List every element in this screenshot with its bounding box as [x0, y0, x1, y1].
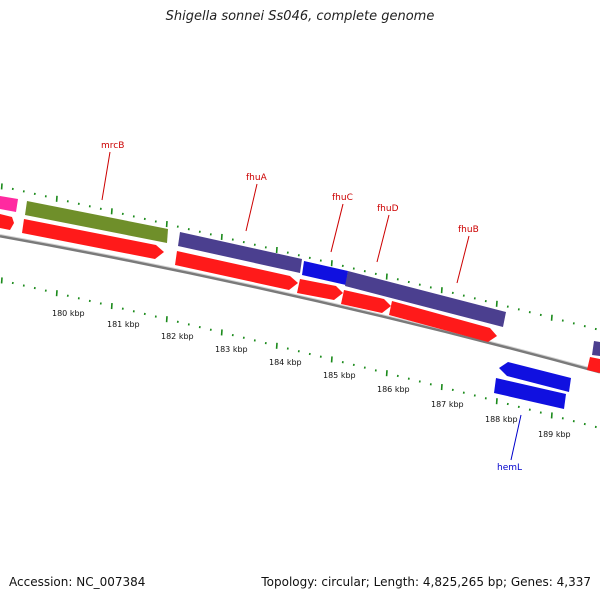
- gene-label-hemL: hemL: [497, 463, 522, 473]
- scale-label: 187 kbp: [431, 400, 464, 409]
- gene-label-fhuC: fhuC: [332, 193, 353, 203]
- cds-arrow-left-edge: [0, 214, 14, 230]
- accession-label: Accession: NC_007384: [9, 575, 146, 589]
- scale-label: 183 kbp: [215, 345, 248, 354]
- scale-label: 188 kbp: [485, 415, 518, 424]
- magenta-feature: [0, 196, 18, 212]
- outer-tick-row: [0, 183, 597, 331]
- fhuD-leader: [376, 214, 390, 263]
- scale-label: 184 kbp: [269, 358, 302, 367]
- fhuD-fhuB-operon-feature: [345, 271, 506, 327]
- gene-label-mrcB: mrcB: [101, 141, 124, 151]
- mrcB-olive-feature: [25, 201, 168, 243]
- cds-arrow-mrcB: [22, 219, 164, 259]
- inner-tick-row: [0, 277, 597, 429]
- cds-arrow-fhuA: [175, 251, 298, 290]
- fhuC-blue-feature: [302, 261, 348, 285]
- backbone-line: [0, 234, 600, 374]
- scale-label: 189 kbp: [538, 430, 571, 439]
- genome-title: Shigella sonnei Ss046, complete genome: [165, 9, 435, 24]
- fhuA-operon-feature: [178, 232, 302, 273]
- cds-arrow-right-edge: [587, 357, 600, 373]
- gene-label-fhuB: fhuB: [458, 225, 479, 235]
- genome-summary: Topology: circular; Length: 4,825,265 bp…: [261, 575, 591, 589]
- right-edge-operon-feature: [592, 341, 600, 356]
- cds-arrow-fhuD: [341, 290, 391, 313]
- hemL-blue-feature-upper: [499, 362, 571, 392]
- scale-label: 181 kbp: [107, 320, 140, 329]
- mrcB-leader: [101, 151, 111, 201]
- scale-label: 185 kbp: [323, 371, 356, 380]
- gene-label-fhuD: fhuD: [377, 204, 399, 214]
- fhuC-leader: [330, 203, 344, 253]
- scale-label: 180 kbp: [52, 309, 85, 318]
- backbone-highlight: [0, 234, 600, 371]
- fhuB-leader: [456, 235, 470, 284]
- hemL-blue-feature-lower: [494, 378, 566, 409]
- fhuA-leader: [245, 183, 258, 232]
- gene-label-fhuA: fhuA: [246, 173, 268, 183]
- cds-arrow-fhuB: [389, 301, 497, 342]
- cds-arrow-fhuC: [297, 279, 343, 300]
- hemL-leader: [510, 414, 522, 461]
- scale-label: 186 kbp: [377, 385, 410, 394]
- scale-label: 182 kbp: [161, 332, 194, 341]
